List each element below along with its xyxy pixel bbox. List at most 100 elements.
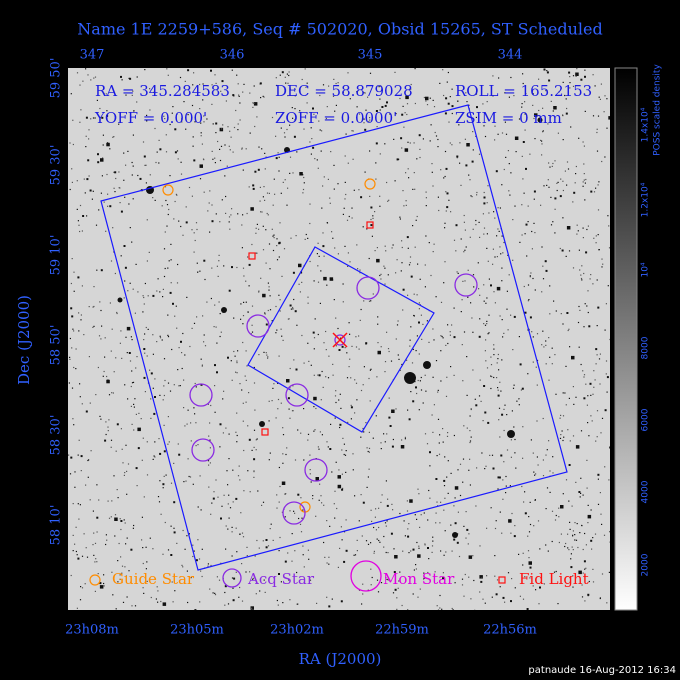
- star: [323, 342, 325, 344]
- star: [388, 199, 390, 201]
- star: [384, 361, 387, 363]
- star: [302, 188, 305, 191]
- star: [473, 286, 475, 288]
- star: [537, 464, 539, 466]
- star: [154, 127, 156, 130]
- star: [125, 444, 127, 446]
- star: [72, 328, 74, 330]
- star: [470, 408, 472, 411]
- star: [360, 436, 362, 438]
- bright-star: [117, 297, 123, 303]
- star: [251, 607, 253, 609]
- star: [488, 278, 490, 280]
- star: [120, 428, 122, 430]
- star: [584, 110, 586, 112]
- star: [280, 402, 282, 404]
- bright-star: [221, 307, 227, 313]
- star: [207, 403, 209, 405]
- star: [216, 342, 218, 344]
- star: [206, 118, 208, 120]
- star: [184, 354, 186, 356]
- star: [401, 439, 403, 441]
- star: [356, 244, 358, 246]
- star: [106, 114, 109, 117]
- star: [278, 466, 280, 469]
- star: [131, 94, 133, 96]
- star: [188, 186, 191, 189]
- star: [596, 354, 598, 356]
- star: [103, 574, 105, 576]
- star: [529, 153, 531, 155]
- star: [149, 174, 151, 176]
- star: [589, 382, 592, 385]
- star: [435, 512, 437, 514]
- star: [106, 173, 108, 176]
- star: [344, 245, 346, 247]
- star: [388, 350, 390, 353]
- star: [195, 445, 197, 447]
- star: [244, 375, 246, 377]
- star: [580, 274, 582, 276]
- star: [333, 78, 335, 80]
- star: [438, 209, 440, 212]
- star: [566, 312, 569, 314]
- star: [606, 127, 608, 129]
- star: [256, 438, 258, 440]
- star: [385, 250, 387, 252]
- star: [108, 394, 111, 396]
- star: [474, 609, 476, 610]
- star: [292, 308, 294, 310]
- star: [314, 429, 316, 431]
- star: [493, 344, 495, 346]
- star: [345, 549, 348, 552]
- star: [383, 535, 385, 538]
- star: [275, 135, 277, 137]
- star: [241, 389, 243, 391]
- star: [586, 404, 588, 406]
- star: [247, 256, 249, 258]
- star: [130, 336, 132, 338]
- star: [384, 371, 386, 373]
- star: [200, 570, 202, 572]
- star: [436, 605, 438, 607]
- star: [138, 412, 140, 414]
- star: [501, 184, 503, 186]
- star: [252, 187, 255, 190]
- star: [120, 520, 123, 522]
- star: [135, 413, 137, 415]
- star: [581, 279, 583, 281]
- star: [351, 130, 353, 132]
- star: [381, 494, 383, 496]
- star: [132, 381, 135, 383]
- star: [608, 571, 610, 573]
- star: [295, 368, 298, 371]
- star: [384, 104, 387, 107]
- star: [173, 384, 175, 386]
- star: [228, 221, 230, 223]
- star: [242, 267, 245, 269]
- star: [222, 124, 224, 126]
- star: [272, 204, 274, 206]
- star: [265, 229, 267, 231]
- star: [418, 321, 420, 324]
- star: [71, 168, 73, 170]
- star: [533, 222, 535, 224]
- star: [358, 348, 360, 350]
- star: [137, 427, 141, 432]
- star: [208, 435, 210, 437]
- star: [557, 132, 559, 134]
- star: [347, 421, 349, 423]
- acq-star: [246, 314, 270, 338]
- star: [490, 375, 492, 377]
- star: [360, 389, 363, 392]
- left-tick-label: 58 10': [49, 505, 64, 546]
- star: [242, 402, 244, 404]
- star: [542, 131, 544, 133]
- star: [276, 329, 278, 331]
- star: [94, 542, 97, 544]
- star: [348, 215, 350, 218]
- star: [405, 204, 407, 206]
- star: [130, 385, 132, 388]
- star: [338, 399, 340, 401]
